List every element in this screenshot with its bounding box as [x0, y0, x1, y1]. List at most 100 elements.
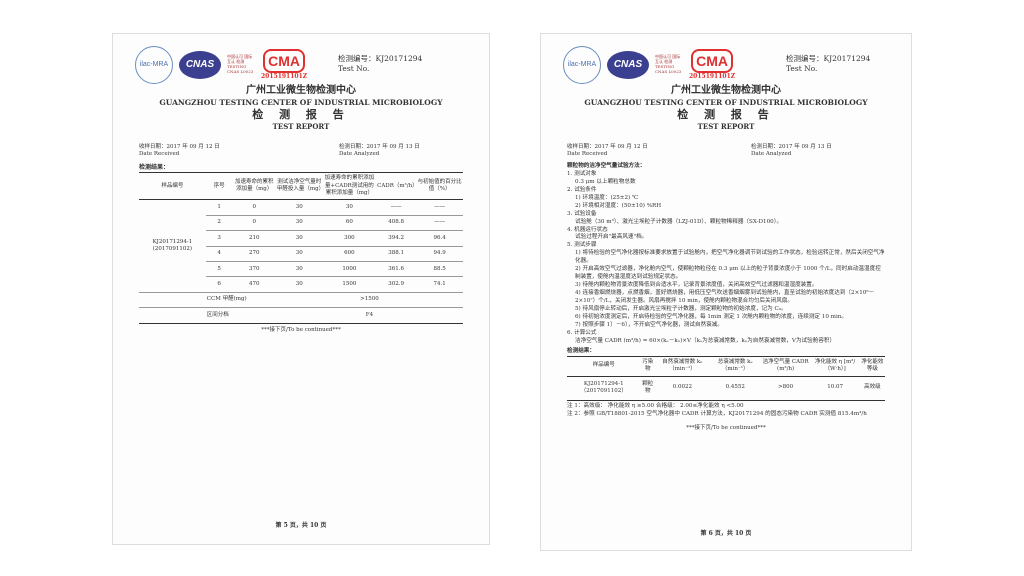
col-header: 样品编号: [567, 355, 641, 378]
cell: 10.07: [810, 376, 860, 401]
col-header: 总衰减常数 kₑ（min⁻¹）: [709, 355, 761, 378]
method-line: 4) 连接香烟燃烧器，点燃香烟，盖好燃烧器，用低压空气吹送香烟烟雾到试验舱内，直…: [575, 290, 875, 304]
test-no-label: 检测编号：KJ20171294: [786, 54, 871, 63]
table-row: 2 0 30 60 408.8 ——: [139, 215, 463, 232]
method-line: 3) 待舱内颗粒物背景浓度降低到合适水平，记录背景浓度值，关闭高效空气过滤器和温…: [575, 282, 818, 289]
page-number: 第 6 页，共 10 页: [700, 530, 752, 537]
method-line: 5. 测试步骤: [567, 242, 597, 249]
col-header: 加速寿命的累积添加量+CADR测试用的累积添加量（mg）: [322, 172, 377, 201]
method-section: 颗粒物的洁净空气量试验方法： 1. 测试对象 0.3 μm 以上颗粒物总数 2. 试…: [567, 163, 885, 432]
test-no-label: 检测编号：KJ20171294: [338, 54, 423, 63]
method-line: 5) 待风扇停止转动后，开启激光尘埃粒子计数器，测定颗粒物的初始浓度，记为 C₀…: [575, 305, 787, 312]
table-row: KJ20171294-1 (2017091102) 1 0 30 30 —— ——: [139, 199, 463, 293]
cell: 30: [275, 246, 323, 263]
date-received: 收样日期：2017 年 09 月 12 日 Date Received: [567, 144, 648, 159]
method-line: 2. 试验条件: [567, 186, 597, 193]
cell: ——: [376, 199, 417, 216]
col-header: 加速寿命的累积添加量（mg）: [232, 172, 276, 201]
dates: 收样日期：2017 年 09 月 12 日 Date Received 检测日期：…: [139, 144, 459, 159]
page-number: 第 5 页，共 10 页: [275, 522, 327, 529]
method-line: 7) 按照步骤 1）－6），不开启空气净化器，测试自然衰减。: [575, 321, 723, 328]
note-2: 注 2：参照 GB/T18801-2015 空气净化器中 CADR 计算方法，K…: [567, 410, 867, 417]
cell: 高效级: [859, 376, 885, 401]
report-page-5: ilac-MRA CNAS 中国认可 国际互认 检测 TESTING CNAS …: [112, 33, 490, 545]
ilac-mra-logo: ilac-MRA: [135, 46, 173, 84]
sample-id: KJ20171294-1 (2017091102): [139, 199, 206, 293]
col-header: 自然衰减常数 kₙ（min⁻¹）: [655, 355, 710, 378]
logo-bar: ilac-MRA CNAS 中国认可 国际互认 检测 TESTING CNAS …: [563, 46, 735, 84]
report-title-en: TEST REPORT: [697, 122, 755, 132]
ilac-mra-logo: ilac-MRA: [563, 46, 601, 84]
date-analyzed-value: 检测日期：2017 年 09 月 13 日: [339, 144, 420, 150]
test-no-en: Test No.: [338, 63, 370, 73]
cell: >800: [760, 376, 811, 401]
continued-note: ***接下页/To be continued***: [261, 326, 341, 333]
method-line: 1) 环境温度：(25±2) ℃: [575, 194, 639, 201]
results-section: 检测结果： 样品编号 序号 加速寿命的累积添加量（mg） 测试洁净空气量时甲醛投…: [139, 164, 463, 334]
row-value: >1500: [275, 292, 463, 309]
cell: ——: [416, 199, 463, 216]
date-analyzed-en: Date Analyzed: [751, 151, 792, 158]
cell: 5: [205, 261, 233, 278]
dates: 收样日期：2017 年 09 月 12 日 Date Received 检测日期：…: [567, 144, 881, 159]
test-number: 检测编号：KJ20171294 Test No.: [338, 54, 422, 74]
method-line: 3. 试验设备: [567, 210, 597, 217]
table-row: KJ20171294-1（2017091102） 颗粒物 0.0022 0.45…: [567, 376, 885, 401]
row-label: 区间分档: [205, 307, 276, 324]
report-page-6: ilac-MRA CNAS 中国认可 国际互认 检测 TESTING CNAS …: [540, 33, 912, 551]
col-header: 净化能效 η [m³/（W·h）]: [810, 355, 860, 378]
report-title-en: TEST REPORT: [272, 122, 330, 132]
date-received-en: Date Received: [567, 151, 608, 158]
col-header: 序号: [205, 172, 233, 201]
method-line: 1) 将待检验的空气净化器按标准要求放置于试验舱内，把空气净化器调节到试验的工作…: [575, 250, 885, 265]
cell: 600: [322, 246, 377, 263]
cell: KJ20171294-1（2017091102）: [567, 376, 641, 401]
method-line: 试验过程开启"最高风速"档。: [575, 234, 648, 241]
date-received-value: 收样日期：2017 年 09 月 12 日: [567, 144, 648, 150]
cell: 470: [232, 276, 276, 293]
date-analyzed-en: Date Analyzed: [339, 151, 380, 158]
col-header: 测试洁净空气量时甲醛投入量（mg）: [275, 172, 324, 201]
cell: 1500: [322, 276, 377, 293]
col-header: 与初始值的百分比值（%）: [416, 172, 463, 201]
center-name-en: GUANGZHOU TESTING CENTER OF INDUSTRIAL M…: [584, 97, 868, 107]
cell: 4: [205, 246, 233, 263]
results-table: 样品编号 污染物 自然衰减常数 kₙ（min⁻¹） 总衰减常数 kₑ（min⁻¹…: [567, 355, 885, 401]
center-name-cn: 广州工业微生物检测中心: [246, 85, 356, 96]
date-analyzed-value: 检测日期：2017 年 09 月 13 日: [751, 144, 832, 150]
results-label: 检测结果：: [139, 164, 170, 171]
cell: 302.9: [376, 276, 417, 293]
method-line: 6. 计算公式: [567, 329, 597, 336]
cell: 60: [322, 215, 377, 232]
table-row: 区间分档 F4: [139, 307, 463, 324]
method-line: 1. 测试对象: [567, 170, 597, 177]
method-line: 6) 待初始浓度测定后，开启待检验的空气净化器，每 1min 测定 1 次舱内颗…: [575, 313, 847, 320]
date-received-en: Date Received: [139, 151, 180, 158]
note-1: 注 1：高效级： 净化能效 η ≥5.00 合格级： 2.00≤净化能效 η <…: [567, 402, 744, 409]
cell: 3: [205, 230, 233, 247]
date-received: 收样日期：2017 年 09 月 12 日 Date Received: [139, 144, 220, 159]
cnas-text: 中国认可 国际互认 检测 TESTING CNAS L0023: [227, 54, 254, 74]
test-no-en: Test No.: [786, 63, 818, 73]
method-line: 0.3 μm 以上颗粒物总数: [575, 178, 636, 185]
method-line: 洁净空气量 CADR (m³/h) = 60×(kₑ－kₙ)×V（kₑ为总衰减常…: [575, 337, 836, 344]
method-line: 2) 开启高效空气过滤器，净化舱内空气，使颗粒物粒径在 0.3 μm 以上的粒子…: [575, 266, 881, 281]
cell: 30: [275, 215, 323, 232]
results-table: 样品编号 序号 加速寿命的累积添加量（mg） 测试洁净空气量时甲醛投入量（mg）…: [139, 172, 463, 324]
cell: 408.8: [376, 215, 417, 232]
cell: 6: [205, 276, 233, 293]
method-line: 试验舱（30 m³）、激光尘埃粒子计数器（LZJ-01D）、颗粒物稀释器（SX-…: [575, 218, 783, 225]
cell: 1000: [322, 261, 377, 278]
cell: 370: [232, 261, 276, 278]
report-title-cn: 检 测 报 告: [252, 107, 350, 121]
table-row: CCM 甲醛(mg) >1500: [139, 292, 463, 309]
cell: 361.6: [376, 261, 417, 278]
date-received-value: 收样日期：2017 年 09 月 12 日: [139, 144, 220, 150]
date-analyzed: 检测日期：2017 年 09 月 13 日 Date Analyzed: [339, 144, 459, 159]
cell: 0: [232, 215, 276, 232]
cell: 300: [322, 230, 377, 247]
cell: 30: [275, 199, 323, 216]
cma-mark: CMA 2015191101Z: [261, 48, 307, 81]
method-line: 2) 环境相对湿度：(50±10) %RH: [575, 202, 662, 209]
cma-number: 2015191101Z: [689, 72, 736, 80]
